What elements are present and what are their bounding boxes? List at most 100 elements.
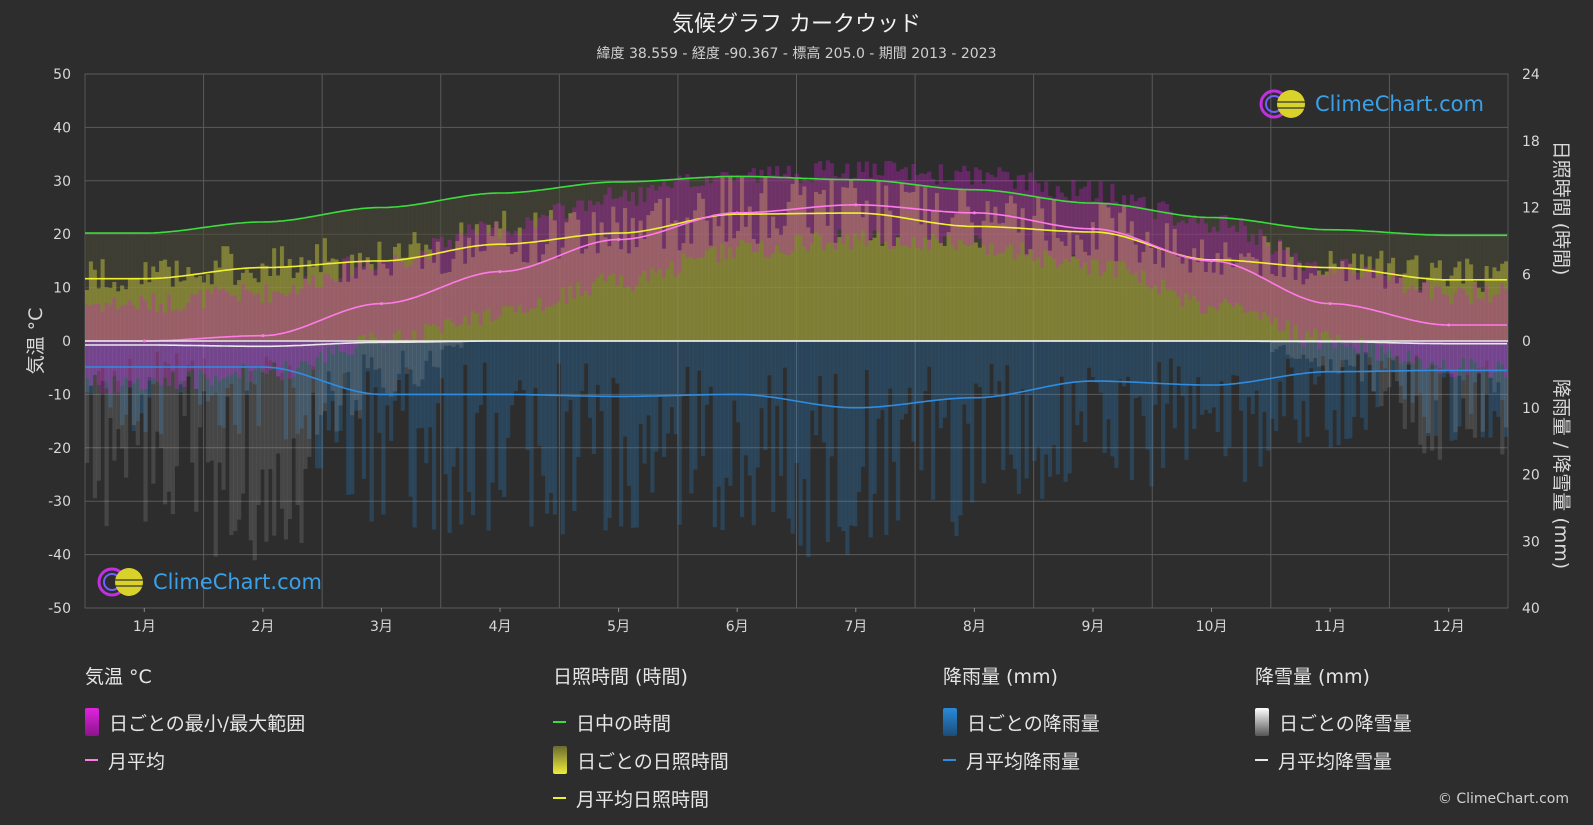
daily-temp-range-bar [116,309,121,393]
daily-temp-range-bar [895,171,901,236]
daily-rain-bar [810,341,815,411]
daily-sunshine-bar [100,259,105,341]
daily-snow-bar [1320,341,1326,366]
daily-rain-bar [1149,341,1154,487]
daily-rain-bar [1398,341,1404,386]
daily-snow-bar [1359,341,1365,382]
daily-sunshine-bar [646,215,651,341]
legend-daylight: 日中の時間 [553,703,729,741]
daily-rain-bar [272,341,277,363]
daily-snow-bar [1492,341,1497,393]
daily-snow-bar [190,341,195,463]
daily-sunshine-bar [619,249,624,341]
daily-sunshine-bar [1090,222,1096,341]
daily-rain-bar [790,341,795,534]
daily-temp-range-bar [1083,186,1088,263]
daily-temp-range-bar [548,218,554,307]
daily-temp-range-bar [794,173,799,235]
daily-sunshine-bar [860,217,866,341]
daily-sunshine-bar [357,252,363,341]
daily-sunshine-bar [131,277,136,341]
daily-sunshine-bar [767,237,772,341]
daily-temp-range-bar [626,201,632,287]
daily-temp-range-bar [330,278,335,355]
daily-sunshine-bar [856,203,862,341]
daily-sunshine-bar [225,246,230,341]
daily-temp-range-bar [1469,303,1474,359]
daily-rain-bar [143,341,148,433]
daily-temp-range-bar [467,224,472,325]
daily-temp-range-bar [1005,172,1010,247]
daily-snow-bar [1383,341,1388,392]
daily-snow-bar [428,341,433,351]
daily-snow-bar [194,341,199,512]
daily-sunshine-bar [1445,286,1450,341]
daily-temp-range-bar [1192,215,1197,296]
daily-rain-bar [798,341,803,546]
daily-rain-bar [260,341,265,373]
daily-sunshine-bar [120,285,125,341]
daily-rain-bar [412,341,417,528]
daily-temp-range-bar [139,295,144,390]
daily-rain-bar [365,341,370,372]
daily-sunshine-bar [1270,274,1275,341]
daily-sunshine-bar [350,254,355,341]
daily-temp-range-bar [552,204,558,305]
daily-temp-range-bar [962,165,967,245]
daily-temp-range-bar [186,302,191,372]
daily-sunshine-bar [1153,263,1158,341]
daily-rain-bar [1238,341,1244,411]
right-tick-label: 30 [1522,534,1540,550]
daily-temp-range-bar [389,262,394,341]
daily-rain-bar [1336,341,1341,446]
daily-snow-bar [237,341,242,520]
daily-rain-bar [1184,341,1189,460]
daily-rain-bar [1461,341,1466,381]
daily-temp-range-bar [1445,295,1450,371]
daily-rain-bar [315,341,320,469]
daily-sunshine-bar [229,253,234,341]
daily-rain-bar [829,341,834,457]
daily-sunshine-bar [755,243,760,341]
daily-temp-range-bar [1211,226,1216,308]
daily-rain-bar [198,341,203,405]
daily-rain-bar [1316,341,1322,377]
daily-snow-bar [229,341,234,536]
month-label: 9月 [1081,619,1104,635]
daily-sunshine-bar [1285,247,1290,341]
daily-temp-range-bar [1071,180,1076,255]
daily-rain-bar [174,341,179,354]
daily-rain-bar [424,341,429,464]
daily-temp-range-bar [1145,208,1150,287]
temp-avg-point [1091,227,1095,231]
daily-temp-range-bar [1258,229,1263,320]
daily-snow-bar [264,341,269,542]
right-tick-label: 40 [1522,601,1540,617]
right-top-axis-title: 日照時間 (時間) [1550,141,1572,276]
daily-rain-bar [981,341,986,484]
daily-sunshine-bar [969,222,975,341]
daily-rain-bar [611,341,616,378]
daily-temp-range-bar [1223,214,1228,299]
daily-sunshine-bar [747,206,752,341]
daily-snow-bar [338,341,343,406]
daily-temp-range-bar [977,169,982,239]
daily-rain-bar [155,341,160,352]
daily-rain-bar [357,341,363,411]
daily-temp-range-bar [502,229,507,306]
daily-rain-bar [96,341,101,371]
daily-sunshine-bar [611,206,616,341]
daily-snow-bar [1500,341,1505,455]
daily-sunshine-bar [502,210,507,341]
daily-sunshine-bar [1200,239,1205,341]
daily-temp-range-bar [806,181,811,253]
daily-daylight-bar [170,231,175,341]
daily-snow-bar [1367,341,1372,365]
daily-sunshine-bar [509,254,515,341]
daily-snow-bar [1379,341,1384,407]
daily-rain-bar [895,341,901,521]
daily-rain-bar [525,341,530,451]
daily-rain-bar [650,341,655,493]
daily-temp-range-bar [876,174,881,233]
left-tick-label: 10 [53,281,71,297]
